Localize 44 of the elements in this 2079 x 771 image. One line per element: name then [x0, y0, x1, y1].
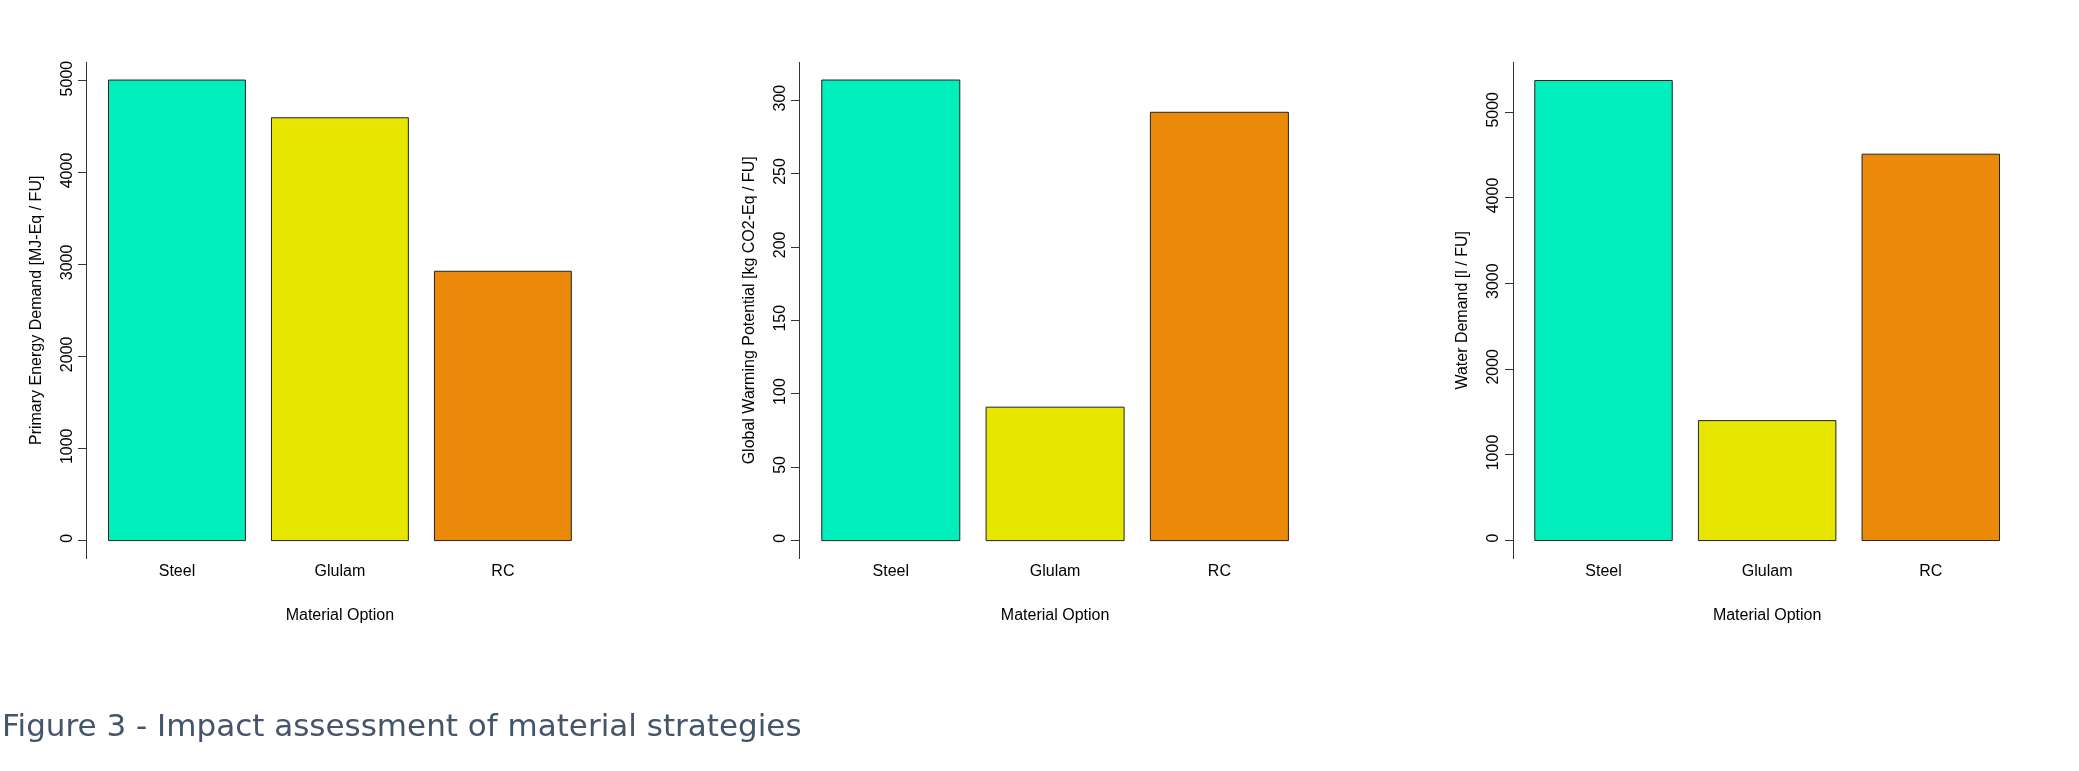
x-tick-label: Glulam: [1029, 561, 1081, 579]
caption: Figure 3 - Impact assessment of material strategies: [2, 707, 802, 743]
y-tick-label: 4000: [57, 152, 75, 189]
x-tick-label: Steel: [872, 561, 910, 579]
x-tick-label: Glulam: [1741, 561, 1793, 579]
y-tick-label: 5000: [1484, 91, 1502, 128]
y-tick-label: 1000: [57, 428, 75, 465]
x-tick-label: RC: [1207, 561, 1231, 579]
y-tick-label: 0: [1484, 533, 1502, 543]
y-tick-label: 0: [57, 533, 75, 543]
y-tick-label: 1000: [1484, 434, 1502, 471]
x-tick-label: RC: [1919, 561, 1943, 579]
x-tick-label: RC: [491, 561, 515, 579]
y-tick-label: 4000: [1484, 177, 1502, 214]
x-tick-label: Glulam: [314, 561, 366, 579]
y-tick-label: 150: [771, 304, 789, 332]
bar: [1149, 111, 1289, 542]
bar: [1534, 80, 1673, 542]
x-tick-label: Steel: [158, 561, 196, 579]
y-tick-label: 3000: [1484, 263, 1502, 299]
x-tick-label: Steel: [1585, 561, 1622, 579]
y-tick-label: 0: [771, 533, 789, 543]
bar: [108, 79, 246, 542]
y-tick-label: 2000: [1484, 348, 1502, 385]
y-tick-label: 5000: [57, 60, 75, 97]
y-axis-title: Water Demand [l / FU]: [1453, 231, 1471, 390]
y-tick-label: 2000: [57, 336, 75, 373]
bar: [1861, 153, 2001, 542]
y-axis-title: Primary Energy Demand [MJ-Eq / FU]: [26, 175, 44, 446]
bar: [821, 79, 961, 542]
bar: [270, 117, 409, 542]
x-axis-title: Material Option: [1000, 605, 1110, 623]
y-tick-label: 200: [771, 231, 789, 259]
y-tick-label: 100: [771, 378, 789, 405]
x-axis-title: Material Option: [285, 605, 395, 623]
bar: [433, 270, 572, 542]
y-axis-title: Global Warming Potential [kg CO2-Eq / FU]: [739, 156, 757, 465]
y-tick-label: 3000: [57, 244, 75, 281]
x-axis-title: Material Option: [1712, 605, 1822, 623]
bar: [1697, 420, 1837, 542]
bar: [985, 406, 1125, 542]
y-tick-label: 50: [771, 455, 789, 474]
y-tick-label: 250: [771, 158, 789, 185]
y-tick-label: 300: [771, 84, 789, 112]
